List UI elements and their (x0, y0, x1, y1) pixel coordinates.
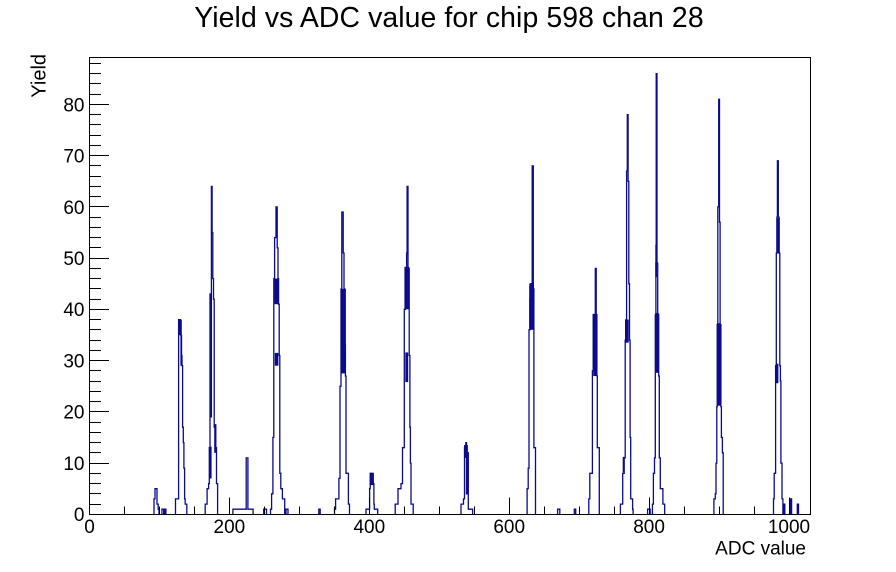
svg-text:0: 0 (84, 517, 95, 538)
svg-text:800: 800 (633, 517, 665, 538)
svg-text:10: 10 (63, 454, 84, 475)
svg-text:20: 20 (63, 403, 84, 424)
svg-text:30: 30 (63, 352, 84, 373)
svg-text:70: 70 (63, 147, 84, 168)
svg-text:60: 60 (63, 198, 84, 219)
svg-text:200: 200 (214, 517, 246, 538)
svg-text:0: 0 (74, 505, 85, 526)
svg-text:80: 80 (63, 95, 84, 116)
svg-text:400: 400 (353, 517, 385, 538)
svg-text:40: 40 (63, 300, 84, 321)
svg-text:Yield vs ADC value for chip 59: Yield vs ADC value for chip 598 chan 28 (194, 2, 703, 34)
svg-text:ADC value: ADC value (715, 539, 806, 560)
svg-text:1000: 1000 (768, 517, 810, 538)
svg-text:Yield: Yield (29, 54, 51, 98)
svg-text:50: 50 (63, 249, 84, 270)
svg-text:600: 600 (493, 517, 525, 538)
